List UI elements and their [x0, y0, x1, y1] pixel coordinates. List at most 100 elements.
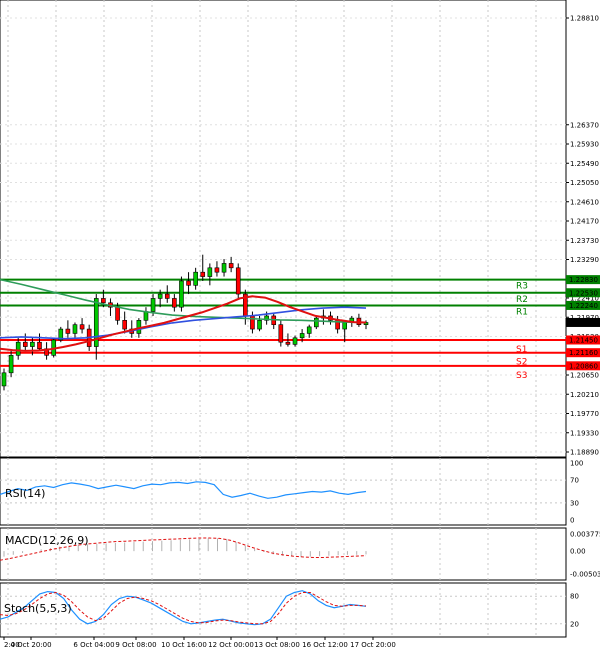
- rsi-tick-label: 100: [570, 460, 583, 468]
- candle-down: [101, 298, 106, 304]
- macd-tick-label: 0.00: [570, 548, 586, 556]
- price-tick-label: 1.25930: [570, 141, 599, 149]
- time-tick-label: 2:00: [4, 641, 20, 649]
- price-tick-label: 1.24170: [570, 218, 599, 226]
- price-tick-label: 1.22410: [570, 295, 599, 303]
- candle-up: [179, 280, 184, 308]
- stoch-tick-label: 80: [570, 593, 579, 601]
- candle-up: [306, 326, 312, 334]
- level-name-r3: R3: [516, 282, 528, 292]
- candle-down: [278, 324, 284, 343]
- candle-up: [314, 317, 319, 328]
- candle-up: [136, 320, 142, 334]
- panel-frame-0: [0, 0, 567, 458]
- price-tick-label: 1.24610: [570, 198, 599, 206]
- level-price-box: [566, 288, 600, 298]
- level-price-box: [566, 348, 600, 358]
- rsi-tick-label: 0: [570, 517, 574, 525]
- candle-up: [157, 293, 163, 299]
- macd-tick-label: -0.005032: [570, 571, 600, 579]
- candle-up: [207, 267, 213, 277]
- price-tick-label: 1.25050: [570, 179, 599, 187]
- price-tick-label: 1.26370: [570, 121, 599, 129]
- ma-blue-line: [0, 306, 367, 340]
- stoch-title: Stoch(5,5,3): [4, 602, 72, 615]
- candle-up: [1, 372, 7, 387]
- candle-up: [72, 324, 78, 334]
- stoch-signal-line: [0, 591, 367, 625]
- panel-frame-1: [0, 457, 567, 526]
- price-tick-label: 1.23290: [570, 256, 599, 264]
- stoch-tick-label: 20: [570, 620, 579, 628]
- candle-down: [228, 263, 234, 269]
- candle-down: [172, 298, 177, 308]
- time-tick-label: 10 Oct 16:00: [161, 641, 207, 649]
- level-price-box: [566, 275, 600, 285]
- rsi-tick-label: 70: [570, 477, 579, 485]
- ma-red-line: [0, 295, 367, 352]
- level-name-s1: S1: [516, 345, 527, 355]
- level-price-label: 1.22240: [569, 302, 598, 310]
- rsi-line: [0, 481, 367, 499]
- panel-frame-3: [0, 582, 567, 638]
- price-tick-label: 1.19770: [570, 410, 599, 418]
- price-tick-label: 1.20210: [570, 391, 599, 399]
- ma-green-line: [0, 278, 367, 324]
- candle-down: [37, 341, 42, 350]
- candle-up: [292, 337, 298, 345]
- macd-tick-label: 0.003775: [570, 531, 600, 539]
- time-tick-label: 17 Oct 20:00: [350, 641, 396, 649]
- price-tick-label: 1.19330: [570, 429, 599, 437]
- level-price-box: [566, 335, 600, 345]
- candle-up: [8, 355, 14, 374]
- candle-up: [15, 341, 21, 356]
- price-tick-label: 1.23730: [570, 237, 599, 245]
- candle-up: [30, 341, 35, 347]
- level-price-label: 1.21160: [569, 349, 598, 357]
- candle-down: [164, 293, 170, 299]
- price-tick-label: 1.21970: [570, 314, 599, 322]
- price-tick-label: 1.18890: [570, 449, 599, 457]
- macd-signal-line: [0, 537, 367, 561]
- rsi-title: RSI(14): [5, 487, 45, 500]
- candle-down: [285, 341, 291, 345]
- level-price-label: 1.22530: [569, 289, 598, 297]
- candle-down: [22, 341, 28, 347]
- candle-down: [200, 271, 206, 277]
- rsi-tick-label: 30: [570, 499, 579, 507]
- price-tick-label: 1.25490: [570, 160, 599, 168]
- macd-title: MACD(12,26,9): [5, 534, 89, 547]
- panel-frame-2: [0, 527, 567, 581]
- candle-up: [143, 311, 149, 321]
- time-tick-label: 16 Oct 12:00: [302, 641, 348, 649]
- current-price-label: 1.21851: [569, 319, 598, 327]
- level-price-label: 1.20860: [569, 362, 598, 370]
- time-tick-label: 13 Oct 08:00: [254, 641, 300, 649]
- current-price-box: [566, 317, 600, 327]
- level-price-label: 1.21450: [569, 337, 598, 345]
- level-price-box: [566, 361, 600, 371]
- time-tick-label: 6 Oct 04:00: [73, 641, 114, 649]
- candle-down: [79, 324, 85, 330]
- candle-down: [186, 280, 191, 286]
- candle-down: [214, 267, 220, 273]
- time-tick-label: 12 Oct 00:00: [208, 641, 254, 649]
- stoch-main-line: [0, 590, 367, 626]
- candle-down: [122, 320, 127, 330]
- level-name-s2: S2: [516, 358, 527, 368]
- candle-up: [58, 328, 64, 341]
- level-name-r2: R2: [516, 295, 528, 305]
- candle-up: [257, 320, 262, 330]
- time-tick-label: 9 Oct 08:00: [115, 641, 156, 649]
- level-name-s3: S3: [516, 371, 527, 381]
- candle-up: [150, 298, 156, 312]
- candle-up: [342, 322, 348, 330]
- candle-down: [115, 306, 120, 321]
- candle-down: [65, 328, 71, 334]
- price-tick-label: 1.20650: [570, 372, 599, 380]
- price-tick-label: 1.28810: [570, 15, 599, 23]
- candle-up: [193, 271, 198, 286]
- level-name-r1: R1: [516, 307, 528, 317]
- candle-up: [264, 315, 269, 321]
